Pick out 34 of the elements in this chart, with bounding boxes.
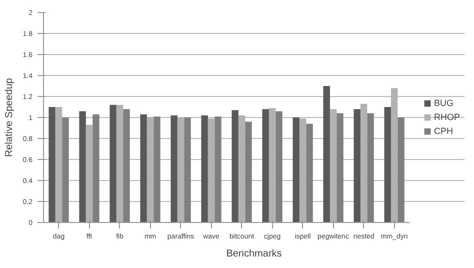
bar [330, 109, 337, 222]
bar [62, 118, 69, 222]
bar [79, 111, 86, 222]
bar [86, 124, 93, 222]
legend-label: CPH [434, 126, 454, 136]
bar [184, 118, 191, 222]
bar [276, 111, 282, 222]
bar [110, 104, 116, 222]
bar [384, 107, 391, 222]
y-axis-title: Relative Speedup [4, 78, 15, 157]
legend-label: BUG [434, 98, 454, 108]
x-axis-title: Benchmarks [226, 248, 282, 260]
bar [214, 116, 222, 222]
bar [398, 118, 404, 222]
bar [245, 122, 252, 222]
legend-label: RHOP [434, 112, 460, 122]
bar [292, 118, 300, 222]
bar [201, 115, 208, 222]
bar [306, 124, 313, 222]
bar [232, 110, 238, 222]
bar [262, 109, 269, 222]
bar [354, 109, 360, 222]
bar [140, 114, 147, 222]
bar [323, 86, 330, 222]
bar [48, 107, 56, 222]
bar [268, 108, 276, 222]
bar [336, 113, 344, 222]
bar [360, 104, 368, 222]
bar [123, 109, 130, 222]
bar [170, 115, 178, 222]
bar [154, 116, 160, 222]
bar [367, 113, 374, 222]
bar [92, 114, 100, 222]
bar [116, 104, 124, 222]
